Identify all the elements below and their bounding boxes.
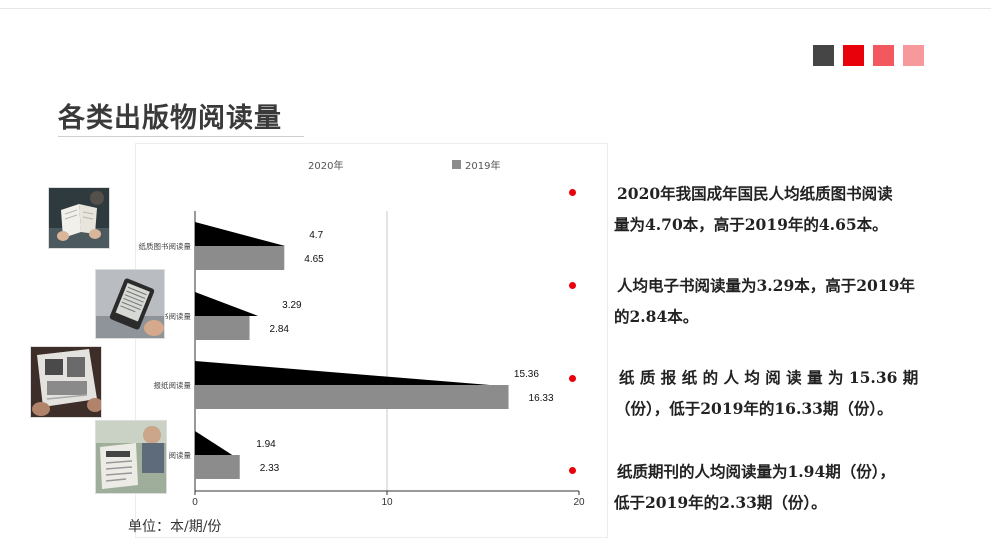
value-label-2020-3: 1.94 bbox=[256, 439, 276, 450]
note-3-line-2: （份），低于2019年的16.33期（份）。 bbox=[615, 399, 893, 418]
category-label-0: 纸质图书阅读量 bbox=[139, 241, 192, 251]
bar-2019-0 bbox=[195, 246, 285, 270]
bar-2019-3 bbox=[195, 455, 240, 479]
chart-panel: 0 10 20 2020年 2019年 4.7 4.65 纸质图书阅读量 3.29 2.84 书阅读… bbox=[135, 143, 608, 538]
x-tick-label: 10 bbox=[381, 497, 393, 508]
bar-2020-1 bbox=[195, 292, 259, 316]
newspaper-reading-photo bbox=[30, 346, 102, 418]
value-label-2020-0: 4.7 bbox=[309, 230, 323, 241]
deco-square-3 bbox=[873, 45, 894, 66]
note-2-line-1: 人均电子书阅读量为3.29本，高于2019年 bbox=[617, 276, 915, 295]
page-title: 各类出版物阅读量 bbox=[58, 103, 282, 134]
deco-square-1 bbox=[813, 45, 834, 66]
bar-2020-3 bbox=[195, 431, 233, 455]
bar-2019-2 bbox=[195, 385, 509, 409]
title-underline bbox=[58, 136, 304, 137]
legend-swatch-2019 bbox=[452, 160, 461, 169]
value-label-2019-0: 4.65 bbox=[304, 254, 324, 265]
top-divider bbox=[0, 8, 991, 9]
note-3: 纸 质 报 纸 的 人 均 阅 读 量 为 15.36 期 （份），低于2019… bbox=[615, 362, 924, 424]
reading-book-photo bbox=[48, 187, 110, 249]
x-tick-label: 0 bbox=[192, 497, 198, 508]
note-2: 人均电子书阅读量为3.29本，高于2019年 的2.84本。 bbox=[614, 270, 922, 332]
bar-2019-1 bbox=[195, 316, 250, 340]
ereader-photo bbox=[95, 269, 165, 339]
unit-label: 单位：本/期/份 bbox=[128, 519, 222, 535]
note-bullet-1 bbox=[569, 189, 576, 196]
note-1: 2020年我国成年国民人均纸质图书阅读 量为4.70本，高于2019年的4.65… bbox=[614, 178, 922, 240]
bar-chart: 0 10 20 2020年 2019年 4.7 4.65 纸质图书阅读量 3.29 2.84 书阅读… bbox=[139, 159, 585, 508]
bar-2020-2 bbox=[195, 361, 490, 385]
note-4-line-2: 低于2019年的2.33期（份）。 bbox=[614, 493, 827, 512]
category-label-3: 阅读量 bbox=[169, 450, 192, 460]
note-4: 纸质期刊的人均阅读量为1.94期（份）， 低于2019年的2.33期（份）。 bbox=[614, 456, 922, 518]
note-bullet-4 bbox=[569, 467, 576, 474]
note-1-line-1: 2020年我国成年国民人均纸质图书阅读 bbox=[617, 184, 893, 203]
note-2-line-2: 的2.84本。 bbox=[614, 307, 699, 326]
category-label-1: 书阅读量 bbox=[161, 311, 191, 321]
magazine-reading-photo bbox=[95, 420, 167, 494]
note-bullet-3 bbox=[569, 375, 576, 382]
deco-square-4 bbox=[903, 45, 924, 66]
decorative-squares bbox=[813, 45, 924, 66]
deco-square-2 bbox=[843, 45, 864, 66]
legend-label-2020: 2020年 bbox=[308, 159, 343, 172]
note-1-line-2: 量为4.70本，高于2019年的4.65本。 bbox=[614, 215, 888, 234]
note-bullet-2 bbox=[569, 282, 576, 289]
value-label-2019-3: 2.33 bbox=[260, 463, 280, 474]
value-label-2020-1: 3.29 bbox=[282, 300, 302, 311]
value-label-2019-2: 16.33 bbox=[529, 393, 554, 404]
category-label-2: 报纸阅读量 bbox=[154, 380, 192, 390]
note-4-line-1: 纸质期刊的人均阅读量为1.94期（份）， bbox=[617, 462, 896, 481]
x-tick-label: 20 bbox=[573, 497, 585, 508]
legend-label-2019: 2019年 bbox=[465, 159, 500, 172]
value-label-2019-1: 2.84 bbox=[270, 324, 290, 335]
bar-2020-0 bbox=[195, 222, 286, 246]
value-label-2020-2: 15.36 bbox=[514, 369, 539, 380]
note-3-line-1: 纸 质 报 纸 的 人 均 阅 读 量 为 15.36 期 bbox=[619, 368, 919, 387]
